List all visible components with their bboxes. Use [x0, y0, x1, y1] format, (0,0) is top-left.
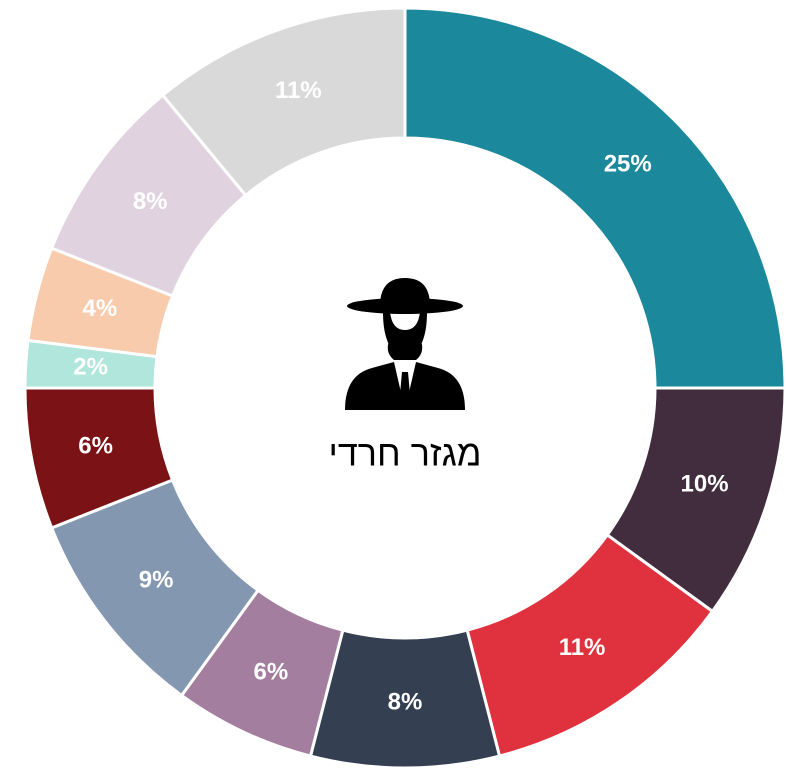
slice	[160, 6, 407, 198]
value-label: 11%	[275, 77, 322, 104]
value-label: 25%	[604, 151, 652, 178]
slices: 25% 10% 11% 8% 6% 9% 6% 2% 4% 8% 11%	[23, 6, 786, 768]
slice	[403, 6, 786, 390]
value-label: 8%	[133, 188, 168, 215]
value-label: 10%	[681, 471, 729, 498]
value-label: 2%	[73, 354, 108, 381]
icon	[345, 278, 465, 410]
center-label: מגזר חרדי	[328, 433, 481, 474]
value-label: 6%	[78, 432, 113, 459]
value-label: 11%	[559, 634, 606, 661]
value-label: 9%	[139, 566, 174, 593]
value-label: 8%	[388, 688, 423, 715]
value-label: 4%	[83, 295, 118, 322]
value-label: 6%	[254, 658, 289, 685]
